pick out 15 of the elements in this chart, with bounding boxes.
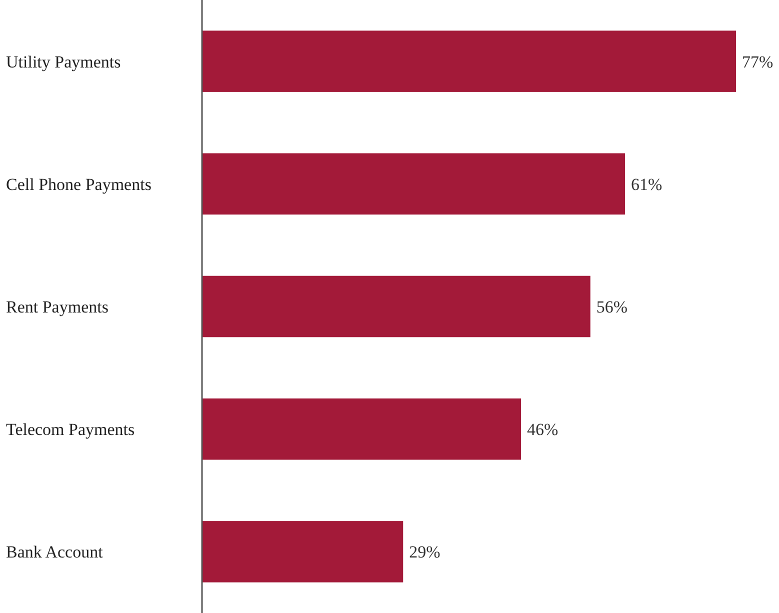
y-tick-label: Bank Account (6, 542, 104, 562)
bar (202, 276, 590, 338)
y-tick-label: Utility Payments (6, 52, 121, 72)
data-label: 77% (742, 52, 774, 72)
data-label: 61% (631, 174, 662, 194)
data-label: 29% (409, 542, 440, 562)
data-label: 56% (596, 297, 628, 316)
bar (202, 398, 522, 460)
data-label: 46% (527, 420, 558, 440)
bar (202, 30, 736, 92)
y-tick-label: Telecom Payments (6, 420, 135, 440)
bar (202, 521, 404, 582)
y-tick-label: Cell Phone Payments (6, 174, 152, 194)
y-tick-label: Rent Payments (6, 297, 108, 316)
bar (202, 153, 626, 215)
